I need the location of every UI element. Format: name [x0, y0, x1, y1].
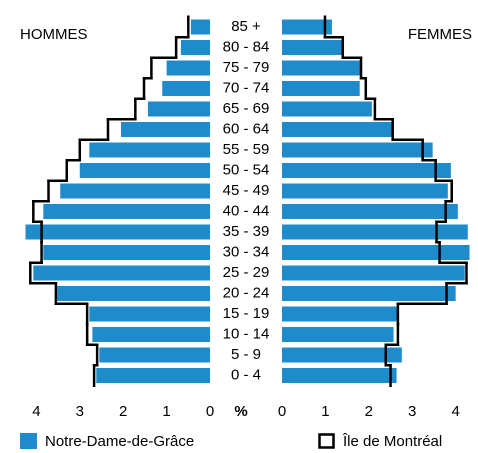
bar: [162, 81, 210, 96]
bar: [43, 245, 211, 260]
category-label: 20 - 24: [223, 284, 270, 301]
category-label: 40 - 44: [223, 202, 270, 219]
bar: [282, 40, 342, 55]
bar: [89, 142, 210, 158]
x-tick-label: 0: [206, 403, 214, 420]
bar: [190, 19, 210, 35]
bar: [282, 122, 392, 137]
axis-label: %: [234, 403, 247, 420]
category-label: 15 - 19: [223, 305, 270, 322]
category-label: 30 - 34: [223, 243, 270, 260]
legend-label: Notre-Dame-de-Grâce: [45, 433, 194, 450]
category-label: 25 - 29: [223, 264, 270, 281]
category-label: 45 - 49: [223, 182, 270, 199]
category-label: 60 - 64: [223, 120, 270, 137]
x-tick-label: 3: [408, 403, 416, 420]
category-label: 85 +: [231, 18, 261, 35]
bar: [92, 327, 210, 342]
bar: [282, 245, 470, 260]
bar: [282, 204, 458, 219]
bar: [282, 306, 398, 322]
x-tick-label: 4: [32, 403, 40, 420]
category-label: 0 - 4: [231, 366, 261, 383]
category-label: 5 - 9: [231, 346, 261, 363]
category-label: 10 - 14: [223, 325, 270, 342]
bar: [282, 368, 397, 383]
bar: [121, 122, 210, 137]
bar: [282, 60, 362, 76]
x-tick-label: 2: [365, 403, 373, 420]
legend-swatch: [318, 433, 335, 449]
bar: [282, 183, 448, 199]
bar: [43, 204, 211, 219]
bar: [96, 368, 210, 383]
category-label: 35 - 39: [223, 223, 270, 240]
bar: [147, 101, 210, 117]
category-label: 80 - 84: [223, 38, 270, 55]
category-label: 65 - 69: [223, 100, 270, 117]
bar: [282, 347, 402, 363]
category-label: 75 - 79: [223, 59, 270, 76]
x-tick-label: 3: [76, 403, 84, 420]
x-tick-label: 1: [162, 403, 170, 420]
category-label: 55 - 59: [223, 141, 270, 158]
bar: [25, 224, 210, 240]
bar: [180, 40, 210, 55]
x-tick-label: 4: [451, 403, 459, 420]
bar: [282, 142, 433, 158]
bar: [282, 81, 360, 96]
bar: [282, 101, 372, 117]
right-title: FEMMES: [408, 26, 472, 43]
bar: [79, 163, 210, 178]
category-label: 70 - 74: [223, 79, 270, 96]
x-tick-label: 2: [119, 403, 127, 420]
bar: [33, 265, 211, 281]
x-tick-label: 0: [278, 403, 286, 420]
left-title: HOMMES: [20, 26, 88, 43]
x-tick-label: 1: [321, 403, 329, 420]
bar: [89, 306, 210, 322]
bar: [282, 224, 468, 240]
category-label: 50 - 54: [223, 161, 270, 178]
bar: [282, 163, 451, 178]
legend-label: Île de Montréal: [342, 433, 442, 450]
legend-swatch: [20, 433, 37, 449]
bar: [166, 60, 210, 76]
bar: [57, 286, 211, 301]
bar: [99, 347, 210, 363]
bar: [282, 265, 465, 281]
bar: [282, 327, 394, 342]
bar: [282, 19, 332, 35]
bar: [60, 183, 211, 199]
bar: [282, 286, 456, 301]
